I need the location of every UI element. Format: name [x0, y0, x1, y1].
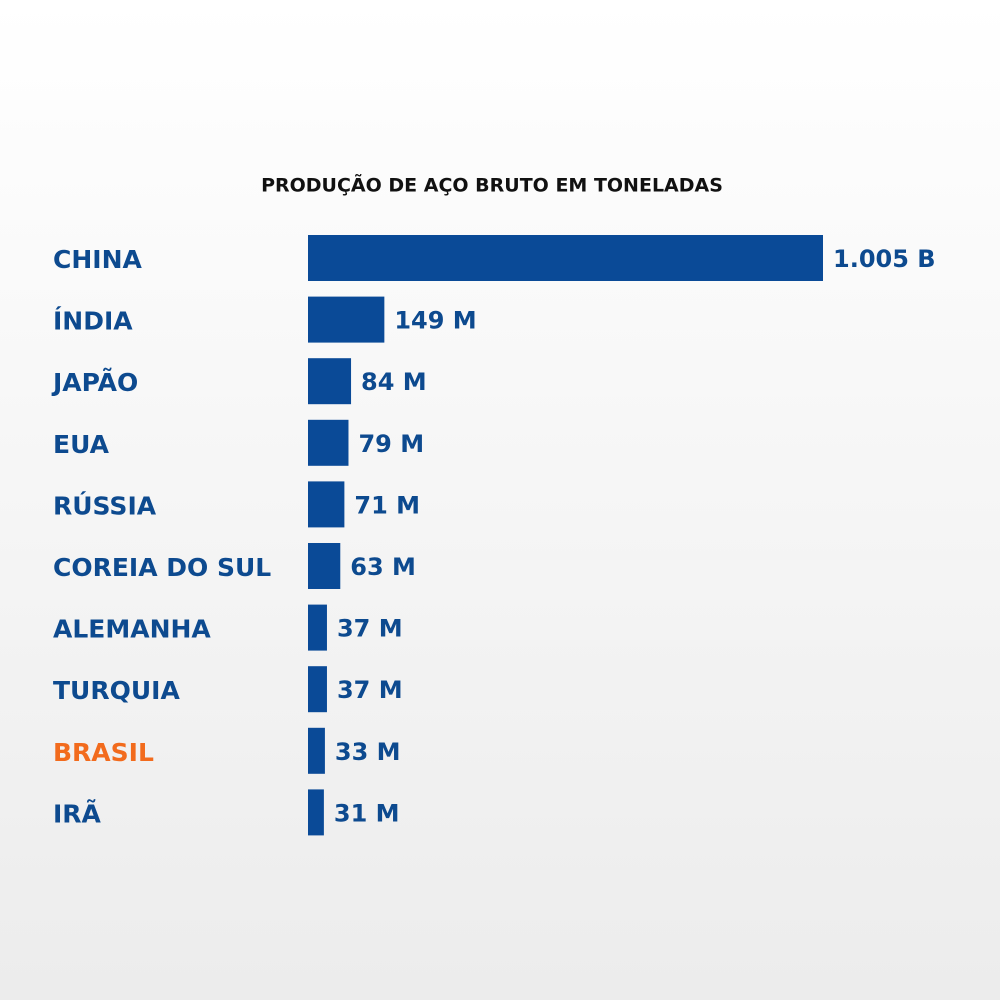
bar — [308, 358, 352, 405]
value-label: 149 M — [394, 307, 476, 335]
bar — [308, 543, 341, 589]
category-label: TURQUIA — [53, 676, 180, 705]
category-label: RÚSSIA — [53, 490, 157, 520]
category-label: ÍNDIA — [53, 307, 133, 336]
value-label: 37 M — [337, 615, 403, 643]
value-label: 37 M — [337, 676, 403, 704]
bar — [308, 789, 324, 836]
bar — [308, 727, 325, 774]
category-label: BRASIL — [53, 738, 154, 767]
chart-title: PRODUÇÃO DE AÇO BRUTO EM TONELADAS — [261, 173, 723, 197]
value-label: 33 M — [335, 738, 401, 766]
category-label: IRÃ — [53, 799, 102, 828]
category-label: EUA — [53, 430, 110, 459]
category-label: ALEMANHA — [53, 615, 211, 644]
value-label: 71 M — [354, 491, 420, 519]
bar — [308, 604, 327, 651]
value-label: 63 M — [350, 553, 416, 581]
bar — [308, 419, 349, 466]
category-label: COREIA DO SUL — [53, 553, 271, 582]
value-label: 31 M — [334, 799, 400, 827]
value-label: 84 M — [361, 368, 427, 396]
bar — [308, 296, 385, 343]
value-label: 79 M — [358, 430, 424, 458]
bar — [308, 666, 327, 713]
value-label: 1.005 B — [833, 245, 936, 273]
category-label: JAPÃO — [51, 368, 138, 397]
category-label: CHINA — [53, 245, 142, 274]
bar — [308, 235, 823, 281]
bar — [308, 481, 345, 528]
